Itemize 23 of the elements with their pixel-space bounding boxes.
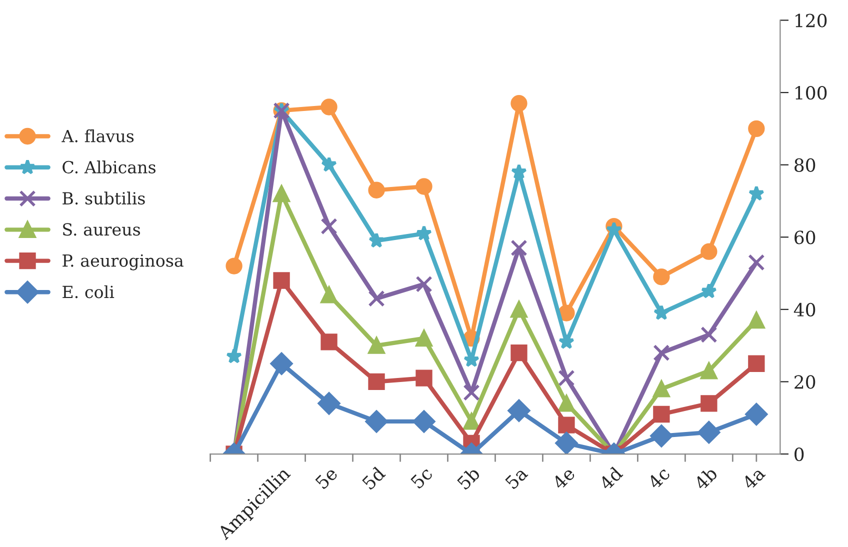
legend-label: E. coli xyxy=(62,285,114,298)
x-tick-label: 4e xyxy=(551,466,576,490)
y-tick-label: 40 xyxy=(794,302,816,317)
y-tick-label: 100 xyxy=(796,86,827,100)
legend-label: B. subtilis xyxy=(62,192,145,205)
x-tick-label: 4a xyxy=(741,466,766,490)
legend-label: P. aeuroginosa xyxy=(62,254,184,270)
x-tick-label: 5c xyxy=(410,466,434,490)
x-tick-label: 5a xyxy=(504,466,528,490)
x-tick-label: 4c xyxy=(646,466,671,490)
x-tick-label: 4b xyxy=(693,466,718,491)
x-tick-label: 5d xyxy=(361,465,386,490)
x-tick-label: 4d xyxy=(598,465,624,491)
y-tick-label: 120 xyxy=(796,14,827,28)
y-tick-label: 20 xyxy=(794,375,816,389)
y-tick-label: 60 xyxy=(794,230,816,244)
x-tick-label: 5e xyxy=(314,466,338,490)
x-tick-label: 5b xyxy=(456,466,481,490)
legend-label: C. Albicans xyxy=(62,160,156,174)
legend-label: S. aureus xyxy=(63,223,140,236)
legend-label: A. flavus xyxy=(62,129,134,142)
y-tick-label: 80 xyxy=(794,158,816,172)
y-tick-label: 0 xyxy=(794,447,804,462)
